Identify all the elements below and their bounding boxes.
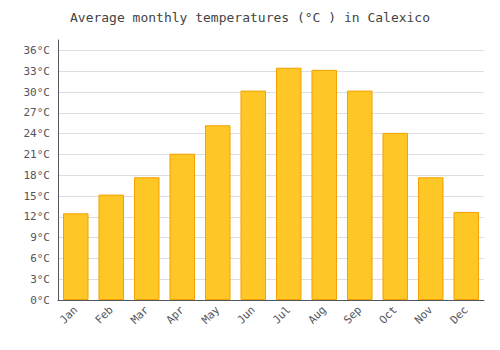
svg-text:Jan: Jan <box>57 303 80 326</box>
svg-text:12°C: 12°C <box>24 210 51 223</box>
svg-text:Sep: Sep <box>341 303 364 326</box>
svg-text:18°C: 18°C <box>24 169 51 182</box>
svg-text:Jun: Jun <box>235 303 258 326</box>
svg-text:May: May <box>199 303 222 326</box>
svg-text:36°C: 36°C <box>24 44 51 57</box>
svg-text:33°C: 33°C <box>24 65 51 78</box>
svg-text:Jul: Jul <box>270 303 293 326</box>
svg-text:Mar: Mar <box>128 303 151 326</box>
svg-text:15°C: 15°C <box>24 190 51 203</box>
svg-text:27°C: 27°C <box>24 106 51 119</box>
svg-text:Average monthly temperatures (: Average monthly temperatures (°C ) in Ca… <box>70 10 430 25</box>
svg-text:Feb: Feb <box>93 303 116 326</box>
svg-text:Dec: Dec <box>448 303 471 326</box>
svg-text:Nov: Nov <box>412 303 435 326</box>
svg-text:24°C: 24°C <box>24 127 51 140</box>
svg-text:6°C: 6°C <box>30 252 50 265</box>
svg-text:Aug: Aug <box>306 303 329 326</box>
svg-text:Oct: Oct <box>377 303 400 326</box>
svg-text:0°C: 0°C <box>30 294 50 307</box>
svg-text:9°C: 9°C <box>30 231 50 244</box>
svg-text:3°C: 3°C <box>30 273 50 286</box>
svg-text:Apr: Apr <box>164 303 187 326</box>
svg-text:30°C: 30°C <box>24 86 51 99</box>
svg-text:21°C: 21°C <box>24 148 51 161</box>
